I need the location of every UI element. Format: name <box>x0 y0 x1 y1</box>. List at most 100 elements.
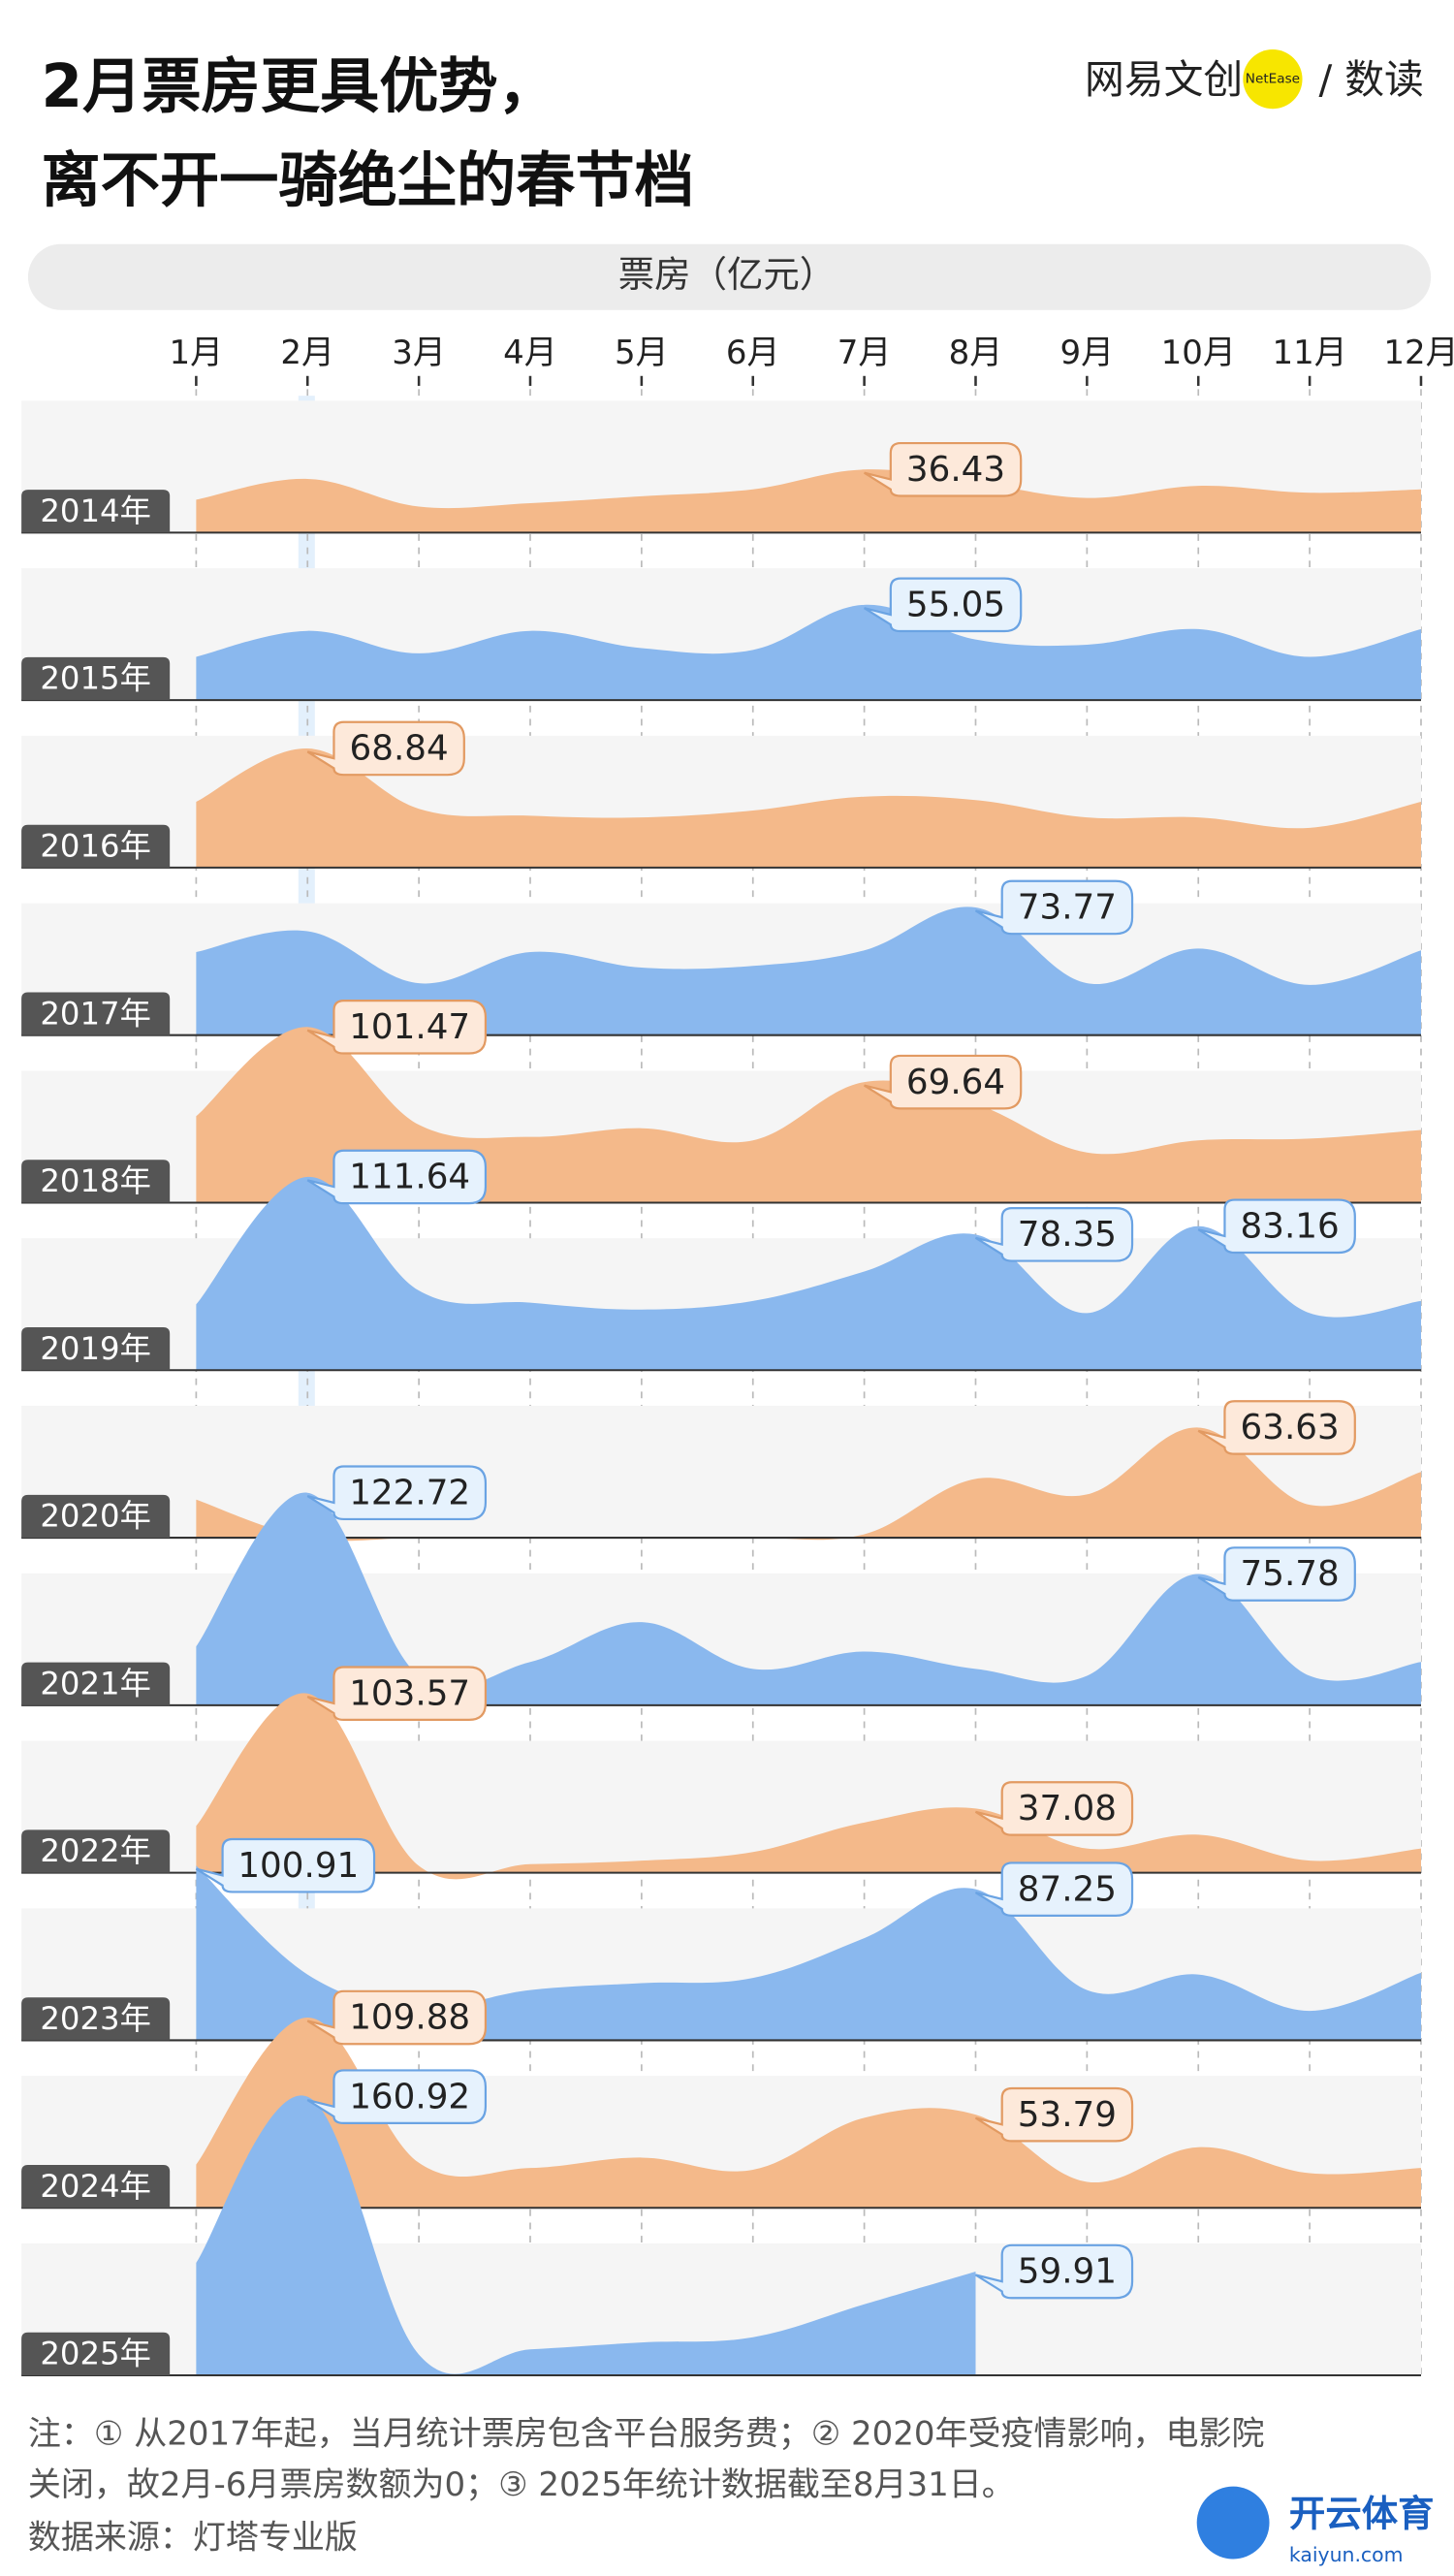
source: 数据来源：灯塔专业版 <box>28 2519 358 2558</box>
area <box>196 1027 1421 1203</box>
x-tick-label: 2月 <box>280 334 334 372</box>
area <box>196 1865 1421 2041</box>
year-label: 2025年 <box>40 2336 151 2372</box>
value-label: 59.91 <box>1018 2252 1117 2292</box>
callout-box <box>306 1149 488 1205</box>
row: 2023年 <box>21 1865 1421 2042</box>
year-label: 2015年 <box>40 660 151 697</box>
year-tab <box>21 992 171 1035</box>
area <box>196 469 1421 533</box>
x-tick-label: 7月 <box>838 334 892 372</box>
year-tab <box>21 1829 171 1873</box>
value-label: 160.92 <box>349 2077 470 2116</box>
note-line: 注：① 从2017年起，当月统计票房包含平台服务费；② 2020年受疫情影响，电… <box>28 2414 1265 2453</box>
x-tick-label: 5月 <box>615 334 669 372</box>
brand-badge-bg <box>1243 49 1303 110</box>
title-line: 2月票房更具优势， <box>42 52 557 121</box>
year-tab <box>21 490 171 533</box>
brand-badge: NetEase <box>1246 72 1300 87</box>
callout-box <box>974 879 1134 936</box>
value-label: 109.88 <box>349 1998 470 2038</box>
x-tick-label: 3月 <box>392 334 446 372</box>
area <box>196 604 1421 701</box>
row: 2018年 <box>21 1027 1421 1204</box>
area <box>196 747 1421 868</box>
year-label: 2020年 <box>40 1498 151 1535</box>
note-line: 关闭，故2月-6月票房数额为0；③ 2025年统计数据截至8月31日。 <box>28 2465 1015 2504</box>
callout-box <box>974 1781 1134 1836</box>
x-tick-label: 12月 <box>1383 334 1454 372</box>
callout-box <box>974 2086 1134 2143</box>
watermark-name: 开云体育 <box>1289 2493 1435 2535</box>
year-label: 2016年 <box>40 828 151 865</box>
value-label: 75.78 <box>1241 1554 1340 1594</box>
row: 2015年 <box>21 604 1421 702</box>
callout-box <box>306 720 465 777</box>
row: 2014年 <box>21 469 1421 534</box>
callout-box <box>306 1465 488 1521</box>
value-label: 36.43 <box>906 450 1005 490</box>
x-tick-label: 9月 <box>1060 334 1115 372</box>
year-tab <box>21 1160 171 1203</box>
year-label: 2022年 <box>40 1832 151 1869</box>
watermark-logo <box>1196 2486 1270 2560</box>
area <box>196 906 1421 1035</box>
area <box>196 1427 1421 1542</box>
x-tick-label: 10月 <box>1161 334 1236 372</box>
value-label: 37.08 <box>1018 1789 1117 1829</box>
year-tab <box>21 1494 171 1539</box>
value-label: 78.35 <box>1018 1215 1117 1255</box>
value-label: 100.91 <box>237 1846 359 1886</box>
callout-box <box>1197 1400 1356 1455</box>
callout-box <box>306 1666 488 1722</box>
callout-box <box>306 1989 488 2046</box>
value-label: 122.72 <box>349 1473 470 1512</box>
row: 2020年 <box>21 1427 1421 1542</box>
row: 2016年 <box>21 747 1421 869</box>
year-tab <box>21 1327 171 1371</box>
x-tick-label: 6月 <box>726 334 780 372</box>
watermark-url: kaiyun.com <box>1289 2543 1404 2566</box>
x-tick-label: 11月 <box>1272 334 1346 372</box>
year-tab <box>21 1997 171 2041</box>
brand-column: / 数读 <box>1319 56 1424 103</box>
year-tab <box>21 2165 171 2209</box>
value-label: 103.57 <box>349 1673 470 1713</box>
callout-box <box>974 1207 1134 1262</box>
callout-box <box>864 441 1023 497</box>
value-label: 63.63 <box>1241 1408 1340 1447</box>
x-tick-label: 4月 <box>503 334 557 372</box>
value-label: 101.47 <box>349 1007 470 1047</box>
callout-box <box>1197 1546 1356 1602</box>
callout-box <box>974 1861 1134 1917</box>
x-tick-label: 1月 <box>170 334 224 372</box>
row: 2019年 <box>21 1176 1421 1372</box>
brand-name: 网易文创 <box>1085 56 1243 103</box>
axis-band <box>27 243 1432 310</box>
value-label: 87.25 <box>1018 1869 1117 1909</box>
title-line: 离不开一骑绝尘的春节档 <box>42 146 694 215</box>
value-label: 55.05 <box>906 586 1005 625</box>
value-label: 111.64 <box>349 1158 470 1197</box>
area <box>196 1176 1421 1371</box>
row: 2025年 <box>21 2095 1421 2377</box>
year-label: 2017年 <box>40 995 151 1032</box>
year-label: 2021年 <box>40 1665 151 1701</box>
year-label: 2014年 <box>40 493 151 529</box>
year-label: 2024年 <box>40 2168 151 2205</box>
value-label: 68.84 <box>350 729 449 769</box>
value-label: 53.79 <box>1018 2095 1117 2135</box>
callout-box <box>306 999 488 1055</box>
callout-box <box>864 577 1023 633</box>
callout-box <box>864 1054 1023 1110</box>
year-tab <box>21 656 171 701</box>
value-label: 83.16 <box>1241 1206 1340 1246</box>
area <box>196 1492 1421 1705</box>
callouts: 36.43 55.05 68.84 73.77 101.47 69.64 111.64 78.… <box>195 441 1356 2300</box>
callout-box <box>195 1837 376 1893</box>
callout-box <box>1197 1198 1356 1255</box>
x-tick-label: 8月 <box>949 334 1003 372</box>
callout-box <box>306 2069 488 2124</box>
